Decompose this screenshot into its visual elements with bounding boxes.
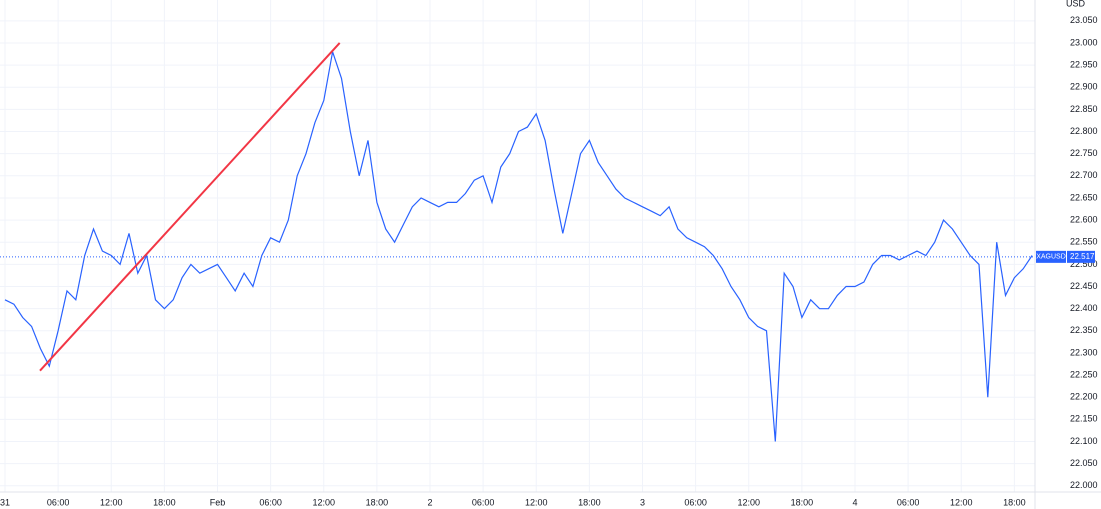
y-tick-label: 22.000	[1070, 480, 1098, 490]
x-tick-label: 4	[852, 497, 857, 507]
y-tick-label: 23.050	[1070, 15, 1098, 25]
y-tick-label: 22.700	[1070, 170, 1098, 180]
y-tick-label: 23.000	[1070, 37, 1098, 47]
x-tick-label: 12:00	[525, 497, 548, 507]
y-tick-label: 22.050	[1070, 458, 1098, 468]
y-tick-label: 22.600	[1070, 214, 1098, 224]
x-tick-label: 12:00	[100, 497, 123, 507]
x-tick-label: 06:00	[684, 497, 707, 507]
y-tick-label: 22.750	[1070, 148, 1098, 158]
trend-line	[39, 42, 341, 372]
y-tick-label: 22.150	[1070, 414, 1098, 424]
x-tick-label: 3	[640, 497, 645, 507]
x-tick-label: 12:00	[312, 497, 335, 507]
x-tick-label: 12:00	[950, 497, 973, 507]
y-tick-label: 22.300	[1070, 347, 1098, 357]
x-tick-label: 2	[427, 497, 432, 507]
axis-unit: USD	[1066, 0, 1086, 8]
symbol-label: XAGUSD	[1036, 254, 1066, 261]
y-tick-label: 22.100	[1070, 436, 1098, 446]
y-tick-label: 22.500	[1070, 259, 1098, 269]
y-tick-label: 22.650	[1070, 192, 1098, 202]
price-line	[4, 51, 1033, 442]
x-tick-label: 18:00	[791, 497, 814, 507]
y-tick-label: 22.550	[1070, 237, 1098, 247]
x-tick-label: 18:00	[578, 497, 601, 507]
last-price-label: 22.517	[1070, 252, 1095, 261]
x-tick-label: 18:00	[366, 497, 389, 507]
y-tick-label: 22.850	[1070, 104, 1098, 114]
x-tick-label: 18:00	[153, 497, 176, 507]
x-tick-label: 06:00	[472, 497, 495, 507]
x-tick-label: 06:00	[47, 497, 70, 507]
x-tick-label: 12:00	[737, 497, 760, 507]
y-tick-label: 22.400	[1070, 303, 1098, 313]
x-tick-label: 31	[0, 497, 10, 507]
y-tick-label: 22.800	[1070, 126, 1098, 136]
symbol-tag	[1036, 250, 1066, 263]
y-tick-label: 22.200	[1070, 392, 1098, 402]
y-tick-label: 22.350	[1070, 325, 1098, 335]
y-tick-label: 22.950	[1070, 59, 1098, 69]
y-tick-label: 22.250	[1070, 369, 1098, 379]
x-tick-label: 06:00	[259, 497, 282, 507]
y-tick-label: 22.450	[1070, 281, 1098, 291]
x-tick-label: Feb	[210, 497, 226, 507]
x-tick-label: 18:00	[1003, 497, 1026, 507]
y-tick-label: 22.900	[1070, 82, 1098, 92]
last-price-tag	[1067, 250, 1095, 263]
x-tick-label: 06:00	[897, 497, 920, 507]
